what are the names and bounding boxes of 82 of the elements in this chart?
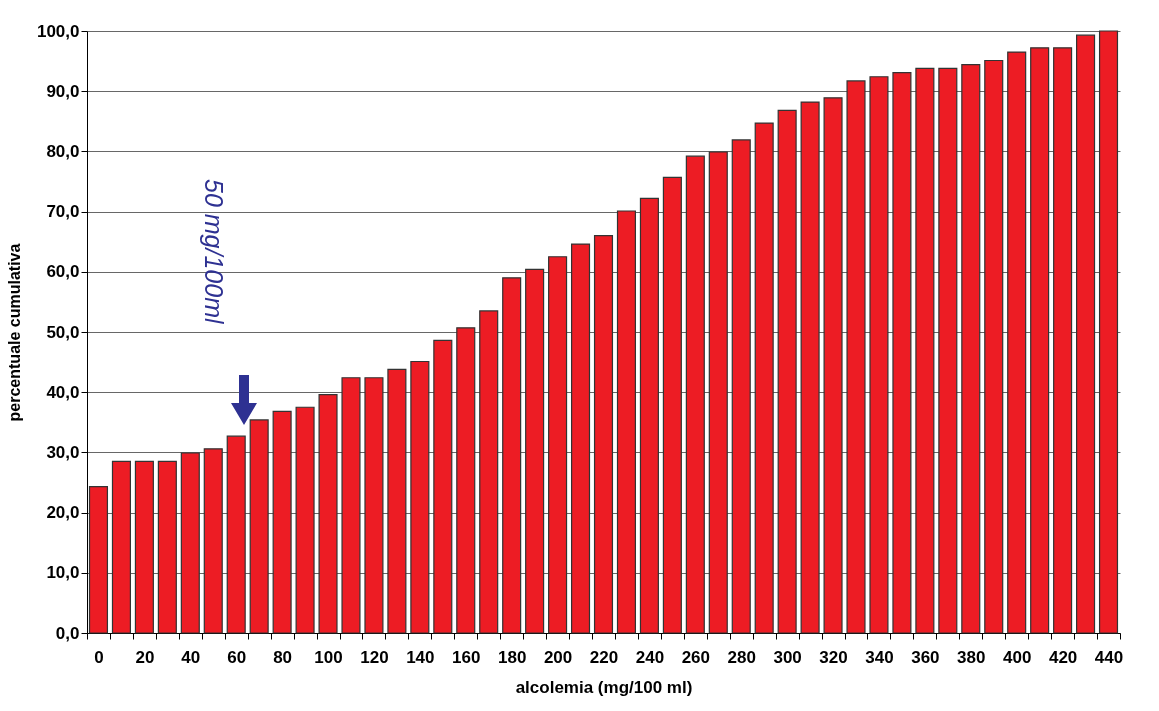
bar [157,460,177,634]
bar [869,76,889,634]
y-tick-label: 10,0 [46,563,80,583]
bar [593,235,614,634]
bar [364,377,384,634]
y-tick-label: 90,0 [46,81,80,101]
x-tick-label: 260 [681,647,711,667]
bar [846,80,866,634]
x-tick-label: 420 [1048,647,1078,667]
bar [685,155,705,634]
bar [777,109,797,634]
x-tick-label: 40 [181,647,201,667]
bar [616,210,637,634]
x-tick-label: 120 [360,647,389,667]
bar [984,59,1004,634]
bar [295,406,315,634]
bar [892,71,912,634]
bar [938,67,958,634]
bar [731,139,751,634]
bar [1053,47,1073,634]
y-tick-label: 100,0 [36,21,80,41]
bar [433,339,453,634]
bar [525,268,545,634]
y-axis-title: percentuale cumulativa [5,243,23,422]
bar [1098,30,1119,634]
bar [318,394,338,634]
y-tick-label: 0,0 [55,623,80,643]
bar [570,243,591,634]
bar [111,460,131,634]
bar [708,151,728,634]
x-tick-label: 340 [865,647,894,667]
x-tick-label: 440 [1094,647,1124,667]
x-tick-label: 240 [635,647,665,667]
x-tick-label: 300 [773,647,802,667]
bar [226,435,246,634]
x-tick-label: 160 [452,647,481,667]
bar [662,176,682,634]
x-axis-title: alcolemia (mg/100 ml) [515,677,693,697]
bar [456,327,476,634]
x-tick-label: 60 [227,647,247,667]
x-tick-label: 140 [406,647,435,667]
bar [410,360,430,634]
x-tick-label: 220 [589,647,619,667]
bar [1076,34,1096,634]
bar [915,67,935,634]
x-tick-label: 80 [273,647,293,667]
bar [387,368,407,634]
bar [88,486,109,634]
x-tick-label: 280 [727,647,756,667]
bar [341,377,361,634]
bar [272,410,292,634]
bar [203,448,223,634]
x-tick-label: 360 [911,647,940,667]
x-tick-label: 20 [135,647,155,667]
y-tick-label: 70,0 [46,202,80,222]
y-tick-label: 40,0 [46,382,80,402]
x-tick-label: 0 [94,647,104,667]
x-tick-label: 200 [543,647,573,667]
bar [1007,51,1027,634]
bar [249,419,269,634]
y-tick-label: 20,0 [46,503,80,523]
bar [800,101,820,634]
bar [502,277,522,634]
x-tick-label: 400 [1003,647,1032,667]
annotation: 50 mg/100ml [200,179,228,325]
y-tick-label: 80,0 [46,141,80,161]
bar [180,452,200,634]
y-tick-label: 50,0 [46,322,80,342]
x-tick-label: 180 [497,647,527,667]
x-tick-label: 100 [314,647,343,667]
bar [548,256,568,634]
bar [961,64,981,634]
bar [754,122,774,634]
bar [1030,47,1050,634]
bar [134,460,154,634]
bar [823,97,843,634]
x-tick-label: 320 [819,647,848,667]
bar [479,310,499,634]
bar [639,197,659,634]
y-tick-label: 60,0 [46,262,80,282]
x-tick-label: 380 [957,647,986,667]
y-tick-label: 30,0 [46,442,80,462]
